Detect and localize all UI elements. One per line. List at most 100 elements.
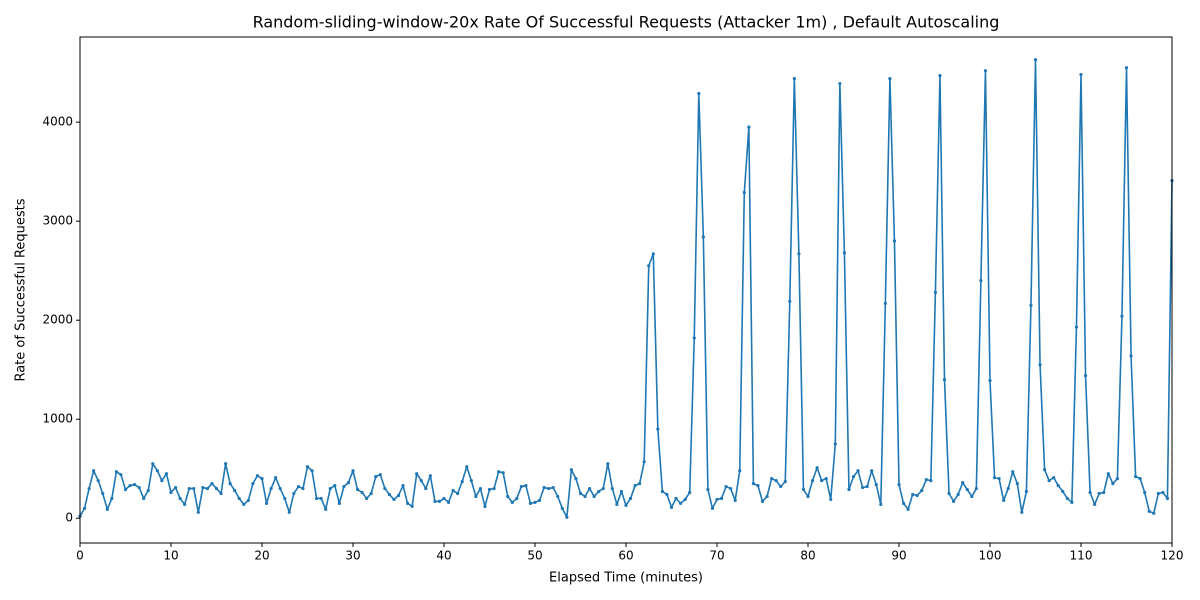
data-point xyxy=(1088,490,1092,495)
data-point xyxy=(478,486,482,491)
data-point xyxy=(196,510,200,514)
data-point xyxy=(1065,496,1069,501)
data-point xyxy=(1120,314,1124,318)
plot-frame xyxy=(79,36,1173,544)
x-tick-label: 110 xyxy=(1070,549,1093,563)
data-point xyxy=(933,290,938,295)
data-point xyxy=(997,477,1001,481)
x-tick-label: 0 xyxy=(76,549,84,563)
data-point xyxy=(774,479,778,483)
data-point xyxy=(1033,58,1038,62)
data-point xyxy=(337,501,341,505)
data-point xyxy=(410,504,414,508)
data-point xyxy=(1093,502,1097,506)
y-tick-label: 3000 xyxy=(42,214,73,228)
x-tick-label: 70 xyxy=(709,549,724,563)
data-point xyxy=(983,69,988,73)
x-tick-label: 30 xyxy=(345,549,360,563)
data-point xyxy=(155,469,159,473)
data-point xyxy=(710,506,715,510)
data-point xyxy=(601,486,605,491)
data-point xyxy=(214,486,219,491)
data-point xyxy=(456,491,460,496)
data-point xyxy=(733,498,737,503)
data-point xyxy=(729,486,733,491)
y-axis-label: Rate of Successful Requests xyxy=(14,198,29,381)
data-point xyxy=(383,486,387,491)
data-point xyxy=(101,491,105,496)
data-point xyxy=(424,486,428,491)
data-point xyxy=(428,474,432,478)
data-point xyxy=(1097,491,1101,496)
data-point xyxy=(979,278,983,283)
data-point xyxy=(865,484,869,489)
data-point xyxy=(556,494,560,499)
data-point xyxy=(82,506,87,510)
data-point xyxy=(510,500,514,505)
data-point xyxy=(870,469,874,473)
series-line xyxy=(79,58,1173,519)
data-point xyxy=(433,499,437,504)
data-point xyxy=(465,465,469,469)
data-point xyxy=(788,299,792,303)
data-point xyxy=(519,484,523,489)
data-point xyxy=(515,496,519,501)
data-point xyxy=(237,496,241,501)
x-tick-label: 10 xyxy=(163,549,178,563)
data-point xyxy=(628,496,633,501)
data-point xyxy=(351,469,355,473)
data-point xyxy=(992,476,997,480)
data-point xyxy=(114,470,118,474)
data-point xyxy=(328,486,332,491)
data-point xyxy=(824,477,828,481)
data-point xyxy=(879,502,883,506)
data-point xyxy=(970,494,974,499)
data-point xyxy=(1143,490,1147,495)
data-point xyxy=(246,498,250,503)
data-point xyxy=(233,488,237,493)
data-point xyxy=(315,496,319,501)
data-point xyxy=(137,485,141,490)
data-point xyxy=(765,494,769,499)
data-point xyxy=(1047,479,1051,483)
data-point xyxy=(842,251,847,255)
data-point xyxy=(1006,486,1010,491)
chart-title: Random-sliding-window-20x Rate Of Succes… xyxy=(253,13,1000,32)
data-point xyxy=(647,264,651,268)
data-point xyxy=(633,483,637,488)
data-point xyxy=(1111,481,1115,486)
data-point xyxy=(1079,73,1083,77)
data-point xyxy=(1056,483,1060,488)
data-point xyxy=(897,482,901,487)
data-point xyxy=(947,491,951,496)
data-point xyxy=(770,477,774,481)
data-point xyxy=(810,479,815,483)
data-point xyxy=(374,475,378,479)
data-point xyxy=(401,483,405,488)
data-point xyxy=(501,471,505,475)
data-point xyxy=(415,472,419,476)
data-point xyxy=(665,492,669,497)
data-point xyxy=(1152,511,1156,515)
data-point xyxy=(551,485,555,490)
data-point xyxy=(592,494,596,499)
data-point xyxy=(128,483,132,488)
data-point xyxy=(1074,325,1079,329)
data-point xyxy=(560,506,564,510)
data-point xyxy=(474,494,478,499)
data-point xyxy=(378,473,382,477)
data-point xyxy=(228,481,232,486)
data-point xyxy=(442,496,446,501)
data-point xyxy=(528,501,533,505)
data-point xyxy=(160,479,164,483)
data-point xyxy=(1083,374,1088,378)
data-point xyxy=(829,497,833,502)
data-point xyxy=(1102,490,1106,495)
data-point xyxy=(219,491,223,496)
data-point xyxy=(437,499,442,504)
data-point xyxy=(178,496,182,501)
data-point xyxy=(820,479,824,483)
data-point xyxy=(251,481,255,486)
data-point xyxy=(210,481,214,486)
